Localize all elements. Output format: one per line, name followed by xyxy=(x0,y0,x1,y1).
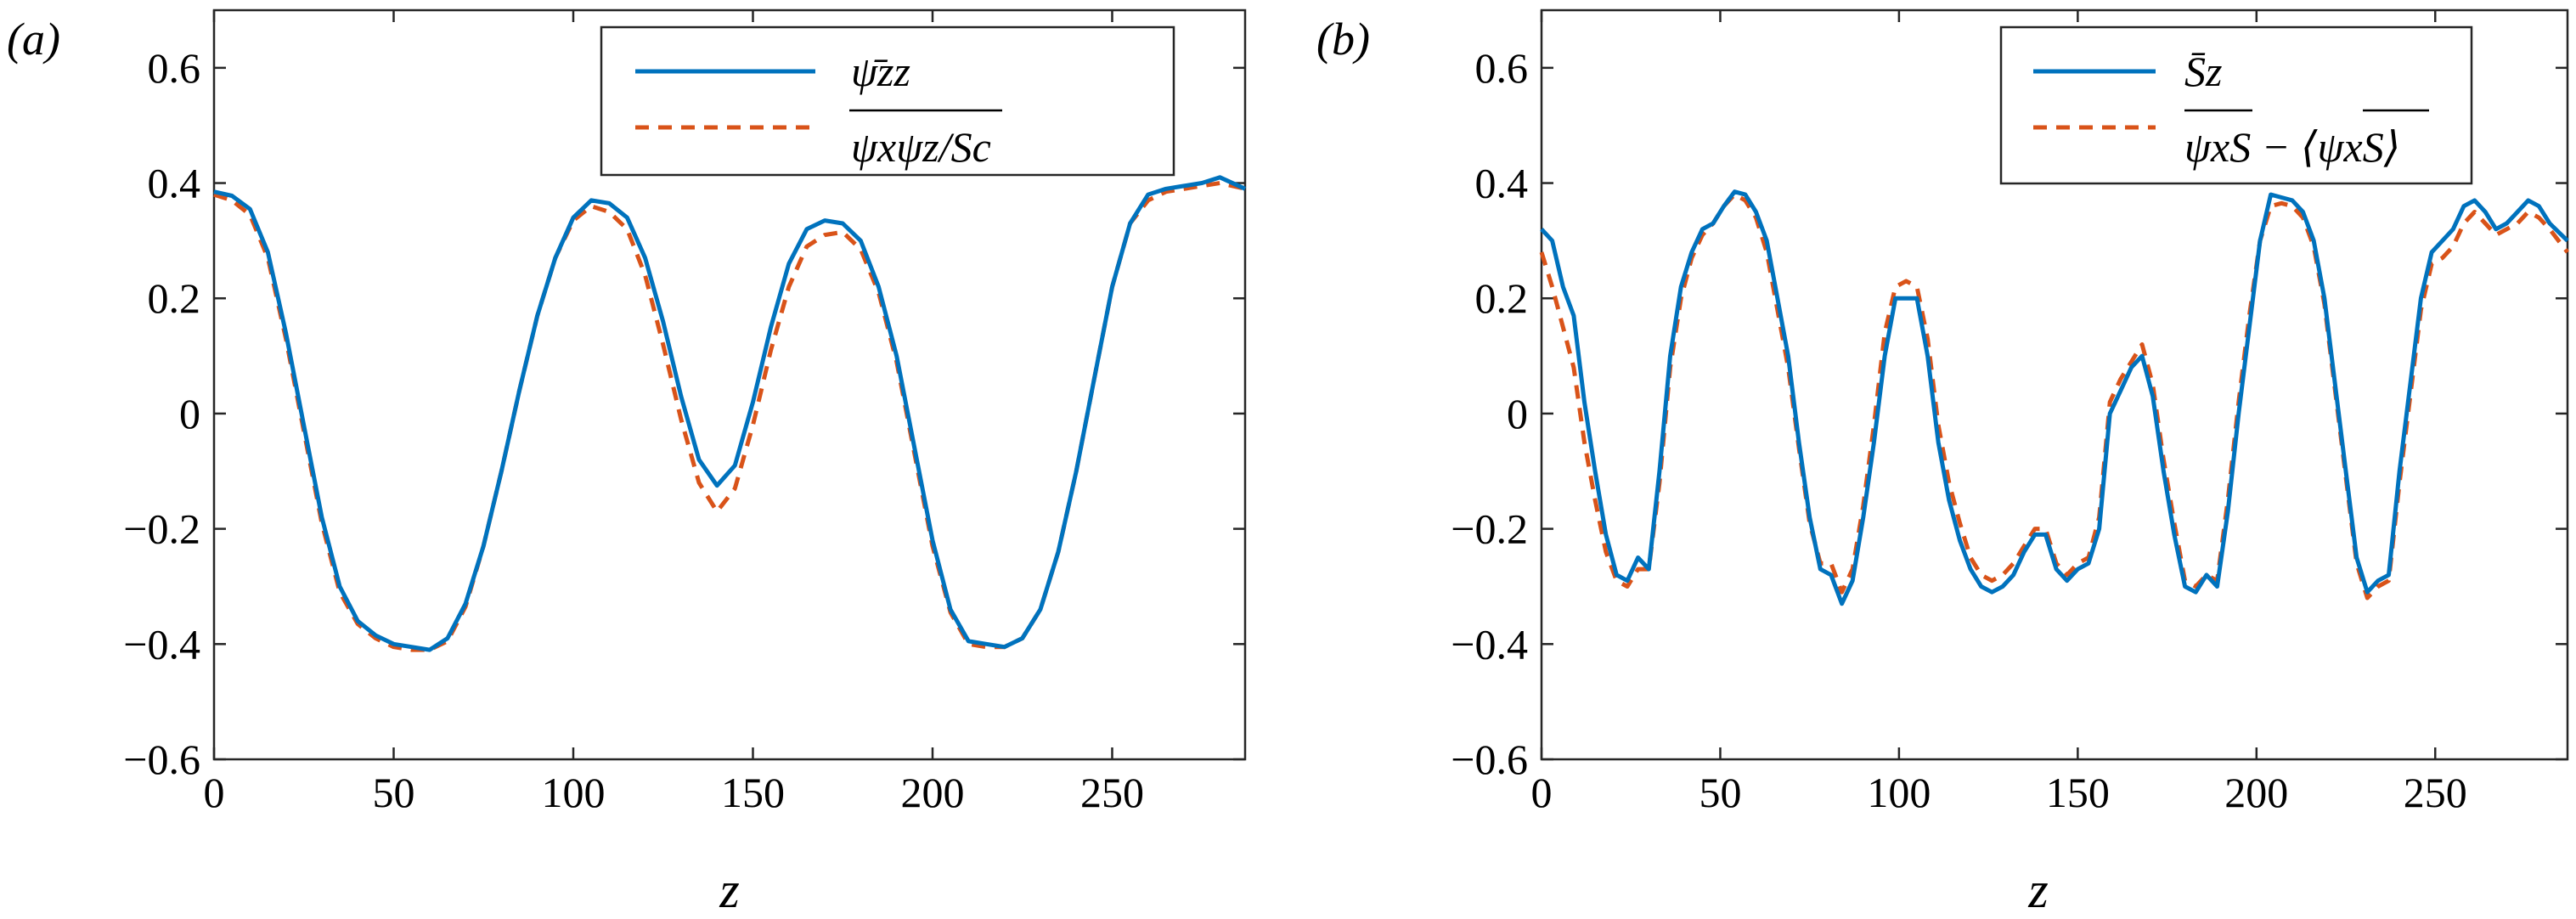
y-tick-label-b: −0.6 xyxy=(1451,736,1528,783)
y-tick-label-a: −0.6 xyxy=(123,736,200,783)
plot-area-a: −0.6 −0.4 −0.2 0 0.2 0.4 0.6 0 50 100 150 200 250 xyxy=(123,10,1247,816)
legend-a: ψ̄zz ψxψz/Sc xyxy=(600,25,1175,177)
legend-text-b-0: S̄z xyxy=(2184,48,2222,95)
x-tick-label-b: 100 xyxy=(1867,769,1931,816)
x-tick-label-a: 200 xyxy=(900,769,964,816)
y-tick-label-b: 0.4 xyxy=(1475,160,1529,207)
plot-area-b: −0.6 −0.4 −0.2 0 0.2 0.4 0.6 0 50 100 150 200 250 xyxy=(1451,10,2569,816)
y-tick-label-b: −0.4 xyxy=(1451,620,1528,668)
y-tick-label-a: −0.4 xyxy=(123,620,200,668)
x-tick-label-a: 50 xyxy=(372,769,414,816)
y-tick-label-a: 0 xyxy=(179,390,200,437)
legend-b: S̄z ψxS − ⟨ψxS⟩ xyxy=(1999,25,2473,185)
legend-text-b-1: ψxS − ⟨ψxS⟩ xyxy=(2184,123,2400,171)
plot-frame-a xyxy=(212,8,1247,761)
plot-frame-b xyxy=(1540,8,2569,761)
y-tick-label-a: 0.2 xyxy=(148,274,201,322)
legend-text-a-1: ψxψz/Sc xyxy=(851,123,991,171)
x-tick-label-a: 150 xyxy=(721,769,785,816)
panel-label-a: (a) xyxy=(7,14,60,65)
x-tick-label-b: 50 xyxy=(1699,769,1741,816)
x-tick-label-a: 100 xyxy=(541,769,605,816)
x-axis-label-a: z xyxy=(719,862,739,918)
y-tick-label-b: 0.6 xyxy=(1475,44,1529,92)
x-axis-label-b: z xyxy=(2027,862,2048,918)
series-line-b-1 xyxy=(1539,192,2569,600)
series-line-b-0 xyxy=(1540,189,2569,606)
legend-box-b xyxy=(1999,25,2473,185)
x-tick-label-a: 250 xyxy=(1080,769,1144,816)
x-tick-label-b: 150 xyxy=(2046,769,2110,816)
x-tick-label-b: 200 xyxy=(2224,769,2288,816)
y-tick-label-a: 0.4 xyxy=(148,160,201,207)
panel-label-b: (b) xyxy=(1316,14,1370,65)
y-tick-label-b: 0.2 xyxy=(1475,274,1529,322)
x-tick-label-a: 0 xyxy=(204,769,225,816)
series-line-a-0 xyxy=(213,175,1247,652)
panel-b: (b) −0.6 −0.4 −0.2 0 0.2 0.4 0.6 0 50 100 150 200 25… xyxy=(1316,8,2569,918)
x-tick-label-b: 0 xyxy=(1531,769,1553,816)
y-tick-label-b: 0 xyxy=(1507,390,1528,437)
y-tick-label-a: −0.2 xyxy=(123,505,200,553)
x-tick-label-b: 250 xyxy=(2404,769,2467,816)
series-line-a-1 xyxy=(213,181,1246,652)
y-tick-label-a: 0.6 xyxy=(148,44,201,92)
legend-text-a-0: ψ̄zz xyxy=(851,48,910,95)
panel-a: (a) −0.6 −0.4 −0.2 0 0.2 0.4 0.6 0 50 100 150 200 25… xyxy=(7,8,1247,918)
y-tick-label-b: −0.2 xyxy=(1451,505,1528,553)
legend-box-a xyxy=(600,25,1175,177)
